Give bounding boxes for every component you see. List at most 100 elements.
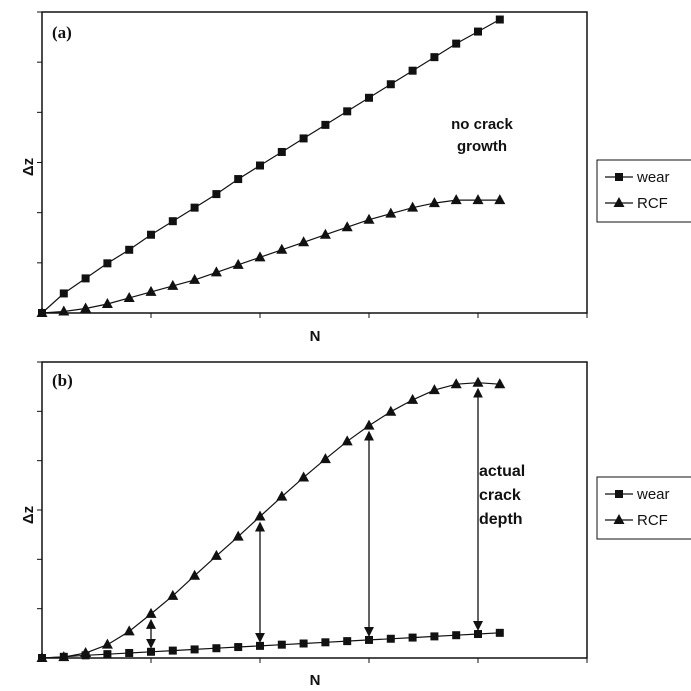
crack-depth-arrows	[146, 387, 483, 649]
data-point-wear	[452, 39, 461, 48]
data-point-rcf	[167, 589, 179, 600]
data-point-wear	[147, 647, 155, 656]
legend-label-wear: wear	[636, 169, 670, 186]
data-point-rcf	[36, 652, 48, 662]
y-axis-title-b: Δz	[20, 506, 37, 524]
series-group-b	[36, 376, 506, 662]
data-point-wear	[474, 630, 482, 639]
legend-a: wear RCF	[596, 159, 691, 223]
legend-marker-wear	[615, 490, 623, 498]
data-point-wear	[365, 635, 373, 644]
annotation-line-2-b: crack	[479, 487, 521, 504]
data-point-rcf	[341, 435, 353, 446]
data-point-rcf	[80, 302, 92, 313]
data-point-wear	[212, 644, 221, 653]
annotation-line-2-a: growth	[457, 138, 507, 155]
data-point-rcf	[232, 530, 244, 541]
data-point-wear	[168, 646, 177, 655]
legend-marker-rcf	[613, 197, 625, 207]
data-point-wear	[277, 640, 286, 649]
data-point-wear	[430, 632, 439, 641]
legend-marker-rcf	[613, 514, 625, 524]
data-point-rcf	[276, 490, 288, 501]
data-point-wear	[256, 641, 264, 650]
legend-label-rcf: RCF	[637, 512, 668, 529]
data-point-rcf	[428, 384, 440, 395]
data-point-rcf	[189, 569, 201, 580]
data-point-rcf	[494, 194, 506, 205]
panel-label-a: (a)	[52, 23, 72, 42]
series-line-rcf	[41, 382, 500, 659]
series-line-rcf	[41, 199, 500, 314]
data-point-rcf	[145, 285, 157, 296]
data-point-wear	[474, 27, 482, 36]
axis-ticks-b	[37, 361, 588, 663]
data-point-rcf	[101, 297, 113, 308]
data-point-rcf	[145, 607, 157, 618]
data-point-rcf	[123, 625, 135, 636]
data-point-wear	[212, 190, 221, 199]
data-point-rcf	[58, 651, 70, 662]
series-line-wear	[41, 18, 501, 314]
data-point-rcf	[385, 207, 397, 218]
legend-box-a	[596, 159, 691, 223]
data-point-wear	[103, 259, 112, 268]
data-point-rcf	[80, 646, 92, 657]
data-point-wear	[430, 53, 439, 62]
y-axis-title-a: Δz	[20, 158, 37, 176]
data-point-wear	[256, 161, 264, 170]
data-point-rcf	[472, 194, 484, 205]
data-point-rcf	[36, 307, 48, 317]
data-point-wear	[386, 80, 395, 89]
data-point-rcf	[189, 273, 201, 284]
data-point-wear	[125, 648, 134, 657]
data-point-wear	[408, 633, 417, 642]
data-point-wear	[277, 147, 286, 156]
legend-box-b	[596, 476, 691, 540]
data-point-wear	[452, 631, 461, 640]
data-point-rcf	[254, 251, 266, 262]
data-point-wear	[321, 120, 330, 129]
data-point-rcf	[450, 378, 462, 389]
data-point-wear	[147, 230, 155, 239]
data-point-rcf	[232, 258, 244, 269]
data-point-rcf	[407, 393, 419, 404]
data-point-rcf	[450, 194, 462, 205]
data-point-rcf	[428, 197, 440, 208]
x-axis-title-a: N	[310, 328, 321, 345]
data-point-wear	[190, 203, 199, 212]
data-point-rcf	[472, 376, 484, 387]
plot-area-a	[41, 11, 588, 314]
data-point-wear	[234, 175, 243, 184]
annotation-line-1-a: no crack	[451, 116, 513, 133]
data-point-rcf	[210, 266, 222, 277]
data-point-wear	[321, 638, 330, 647]
data-point-rcf	[407, 201, 419, 212]
plot-area-b	[41, 361, 588, 659]
data-point-rcf	[298, 471, 310, 482]
series-group-a	[36, 15, 506, 317]
annotation-line-3-b: depth	[479, 511, 523, 528]
data-point-rcf	[298, 236, 310, 247]
series-line-wear	[41, 632, 500, 659]
data-point-rcf	[123, 291, 135, 302]
data-point-wear	[59, 289, 68, 298]
data-point-rcf	[494, 378, 506, 389]
data-point-wear	[125, 245, 134, 254]
data-point-wear	[495, 628, 504, 637]
legend-label-rcf: RCF	[637, 195, 668, 212]
data-point-rcf	[385, 405, 397, 416]
data-point-wear	[343, 107, 352, 116]
data-point-rcf	[276, 243, 288, 254]
data-point-wear	[299, 639, 308, 648]
data-point-rcf	[341, 221, 353, 232]
legend-b: wear RCF	[596, 476, 691, 540]
data-point-rcf	[363, 419, 375, 430]
data-point-rcf	[363, 213, 375, 224]
data-point-wear	[168, 217, 177, 226]
data-point-wear	[190, 645, 199, 654]
data-point-wear	[365, 93, 373, 102]
data-point-rcf	[210, 549, 222, 560]
axis-ticks-a	[37, 11, 588, 318]
